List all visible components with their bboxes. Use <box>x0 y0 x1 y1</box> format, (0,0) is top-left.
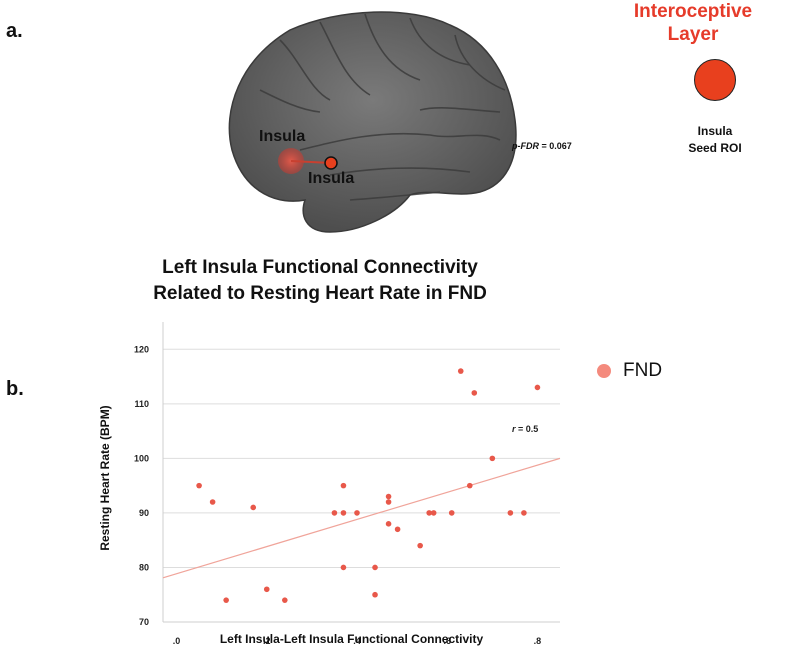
data-point <box>457 368 464 374</box>
x-tick-label: .4 <box>353 636 361 646</box>
seed-roi-legend-dot <box>694 59 736 101</box>
y-tick-label: 120 <box>134 344 149 354</box>
data-point <box>385 493 392 500</box>
data-point <box>430 510 437 516</box>
brain-illustration: Insula Insula <box>228 11 517 233</box>
data-point <box>394 526 401 533</box>
y-tick-label: 110 <box>134 399 149 409</box>
data-point <box>534 384 541 391</box>
p-fdr-label: p-FDR <box>512 141 539 151</box>
x-tick-label: .6 <box>443 636 451 646</box>
data-point <box>223 597 229 603</box>
panel-label-b: b. <box>6 378 24 400</box>
data-point <box>340 482 347 489</box>
chart-title: Left Insula Functional Connectivity Rela… <box>120 255 520 307</box>
seed-roi-label: Insula Seed ROI <box>660 123 770 157</box>
panel-label-a: a. <box>6 20 23 42</box>
r-annotation-label: r <box>512 424 516 434</box>
r-annotation: r = 0.5 <box>512 424 538 434</box>
p-fdr-value: = 0.067 <box>541 141 572 151</box>
data-point <box>489 455 496 462</box>
x-axis-label: Left Insula-Left Insula Functional Conne… <box>220 632 484 646</box>
data-point <box>354 510 360 516</box>
data-point <box>282 597 288 603</box>
x-tick-label: .8 <box>534 636 542 646</box>
y-tick-label: 100 <box>134 453 149 463</box>
roi-label-2: Insula <box>308 170 354 187</box>
data-point <box>196 482 202 489</box>
p-fdr-annotation: p-FDR = 0.067 <box>512 141 572 151</box>
x-tick-label: .2 <box>263 636 271 646</box>
data-point <box>263 586 270 593</box>
data-point <box>250 504 257 511</box>
seed-label-line1: Insula <box>697 124 733 138</box>
series-legend-dot <box>597 364 611 378</box>
data-point <box>340 564 347 571</box>
data-point <box>340 510 347 516</box>
data-point <box>471 390 478 396</box>
interoceptive-layer-title: Interoceptive Layer <box>628 0 758 46</box>
data-point <box>385 499 392 505</box>
seed-label-line2: Seed ROI <box>688 141 742 155</box>
layer-title-line1: Interoceptive <box>633 1 753 22</box>
data-point <box>507 510 514 516</box>
data-point <box>417 542 423 549</box>
fit-line <box>162 457 561 579</box>
data-point <box>448 510 455 516</box>
insula-seed-marker <box>324 156 338 170</box>
x-tick-label: .0 <box>173 636 181 646</box>
data-point <box>331 510 338 516</box>
chart-title-line2: Related to Resting Heart Rate in FND <box>153 283 487 304</box>
series-legend: FND <box>597 360 662 382</box>
data-point <box>372 564 378 571</box>
y-tick-label: 90 <box>139 508 149 518</box>
data-point <box>372 591 378 598</box>
roi-label-1: Insula <box>259 128 305 145</box>
data-point <box>426 510 432 516</box>
y-axis-label: Resting Heart Rate (BPM) <box>98 405 112 550</box>
data-point <box>385 521 392 527</box>
data-point <box>209 499 216 505</box>
chart-title-line1: Left Insula Functional Connectivity <box>162 257 478 278</box>
y-tick-label: 80 <box>139 562 149 572</box>
series-legend-label: FND <box>623 360 663 381</box>
data-point <box>466 482 473 489</box>
layer-title-line2: Layer <box>667 24 719 45</box>
y-tick-label: 70 <box>139 617 149 627</box>
r-annotation-value: = 0.5 <box>516 424 539 434</box>
data-point <box>521 510 527 516</box>
